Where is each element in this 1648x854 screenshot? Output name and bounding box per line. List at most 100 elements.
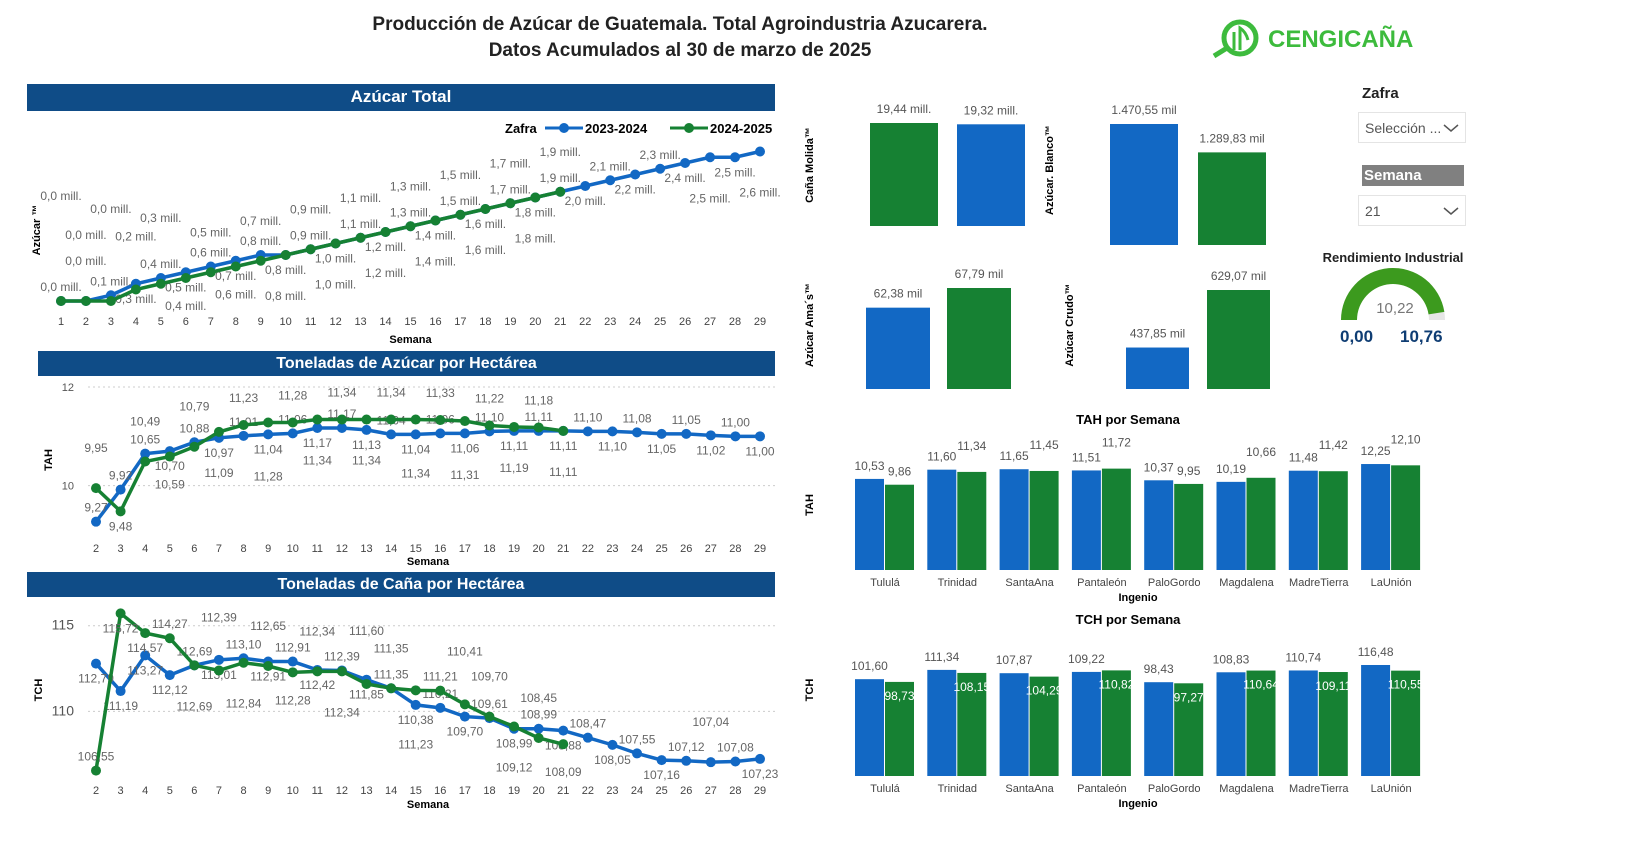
- y-axis-title: TAH: [804, 494, 816, 516]
- data-label: 0,6 mill.: [215, 288, 256, 302]
- x-tick-label: 6: [183, 316, 189, 328]
- x-tick-label: 15: [410, 543, 422, 555]
- data-label: 10,59: [155, 478, 185, 492]
- x-tick-label: 7: [216, 543, 222, 555]
- bar-label: 9,86: [888, 465, 912, 479]
- x-tick-label: 13: [360, 543, 372, 555]
- x-tick-label: 21: [557, 543, 569, 555]
- bar-2023-2024: [855, 478, 884, 570]
- x-tick-label: Trinidad: [938, 577, 977, 589]
- bar-2024-2025: [1246, 477, 1276, 570]
- bar-2023-2024: [1361, 464, 1391, 570]
- data-label: 112,91: [275, 641, 311, 655]
- x-tick-label: 14: [385, 543, 397, 555]
- bar-2023-2024: [957, 124, 1025, 226]
- data-point: [410, 685, 421, 696]
- data-point: [213, 654, 224, 665]
- bar-label: 98,73: [884, 689, 914, 703]
- x-tick-label: 29: [754, 543, 766, 555]
- bar-label: 109,22: [1068, 652, 1105, 666]
- data-label: 109,12: [496, 761, 533, 775]
- data-point: [263, 417, 274, 428]
- data-point: [681, 755, 692, 766]
- data-point: [480, 204, 491, 214]
- bar-2023-2024: [1071, 671, 1101, 776]
- data-label: 1,3 mill.: [390, 205, 431, 219]
- data-point: [361, 414, 372, 425]
- data-label: 1,7 mill.: [490, 182, 531, 196]
- bar-2024-2025: [1318, 471, 1348, 570]
- data-label: 111,35: [374, 667, 409, 681]
- data-label: 11,34: [327, 386, 356, 400]
- data-label: 10,49: [130, 414, 160, 428]
- data-label: 107,55: [619, 732, 656, 746]
- data-point: [435, 685, 446, 696]
- data-point: [287, 417, 298, 428]
- data-label: 0,0 mill.: [40, 189, 81, 203]
- data-label: 11,06: [450, 441, 479, 455]
- data-label: 1,0 mill.: [315, 252, 356, 266]
- data-label: 9,92: [109, 469, 133, 483]
- data-label: 2,4 mill.: [664, 171, 705, 185]
- bar-label: 107,87: [996, 653, 1033, 667]
- data-point: [459, 416, 470, 427]
- data-label: 9,48: [109, 519, 133, 533]
- data-point: [91, 765, 101, 776]
- data-label: 1,8 mill.: [515, 206, 556, 220]
- data-point: [155, 278, 166, 289]
- data-point: [607, 739, 618, 750]
- bar-2023-2024: [1144, 682, 1174, 776]
- bar-label: 11,51: [1072, 450, 1101, 464]
- data-point: [505, 198, 516, 209]
- data-point: [435, 415, 446, 426]
- bar-2024-2025: [947, 288, 1011, 389]
- data-label: 0,8 mill.: [265, 263, 306, 277]
- page-subtitle: Datos Acumulados al 30 de marzo de 2025: [488, 40, 872, 61]
- data-label: 11,31: [450, 468, 479, 482]
- bar-2023-2024: [1126, 347, 1189, 389]
- data-point: [56, 296, 66, 306]
- x-tick-label: Tululá: [870, 783, 900, 795]
- data-label: 11,11: [525, 410, 554, 424]
- data-point: [605, 175, 616, 186]
- x-axis-title: Ingenio: [1118, 798, 1157, 810]
- bar-2023-2024: [927, 469, 957, 570]
- x-tick-label: 6: [191, 785, 197, 797]
- data-label: 113,10: [226, 637, 262, 651]
- data-label: 107,08: [717, 740, 754, 754]
- data-label: 0,7 mill.: [215, 269, 256, 283]
- zafra-dropdown[interactable]: Selección ...: [1358, 112, 1466, 143]
- data-point: [130, 284, 141, 295]
- data-label: 2,5 mill.: [714, 165, 755, 179]
- data-point: [655, 163, 666, 174]
- x-tick-label: 16: [434, 785, 446, 797]
- data-label: 107,04: [692, 715, 729, 729]
- data-point: [230, 261, 241, 272]
- data-point: [91, 658, 101, 669]
- data-label: 109,70: [447, 725, 484, 739]
- bar-2023-2024: [855, 679, 884, 776]
- logo-text: CENGICAÑA: [1268, 26, 1414, 53]
- data-label: 11,22: [475, 391, 504, 405]
- data-label: 112,42: [299, 678, 335, 692]
- semana-dropdown[interactable]: 21: [1358, 195, 1466, 226]
- x-tick-label: 2: [83, 316, 89, 328]
- gauge-value: 10,22: [1376, 300, 1414, 317]
- data-label: 11,05: [672, 413, 701, 427]
- data-label: 10,97: [204, 446, 234, 460]
- x-tick-label: 14: [379, 316, 391, 328]
- data-label: 11,10: [573, 410, 602, 424]
- data-label: 11,08: [622, 411, 651, 425]
- bar-2024-2025: [870, 123, 938, 226]
- data-point: [730, 756, 741, 767]
- data-label: 1,9 mill.: [540, 145, 581, 159]
- legend-label: 2024-2025: [710, 121, 772, 136]
- y-axis-title: TCH: [33, 679, 45, 702]
- data-point: [91, 483, 101, 494]
- x-tick-label: 5: [167, 785, 173, 797]
- bar-2024-2025: [1174, 483, 1204, 570]
- x-tick-label: 5: [167, 543, 173, 555]
- x-tick-label: 18: [483, 785, 495, 797]
- x-tick-label: 7: [208, 316, 214, 328]
- bar-label: 62,38 mil: [874, 287, 923, 301]
